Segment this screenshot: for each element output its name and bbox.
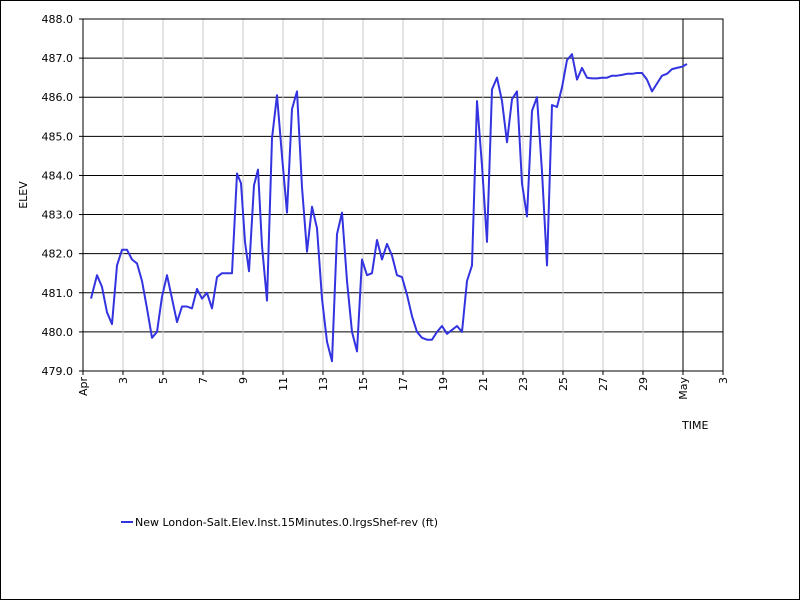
x-tick-label: 7 <box>197 377 210 384</box>
x-tick-label: 25 <box>557 377 570 391</box>
x-tick-label: 15 <box>357 377 370 391</box>
x-tick-label: 23 <box>517 377 530 391</box>
x-tick-label: 29 <box>637 377 650 391</box>
y-tick-label: 488.0 <box>42 13 74 26</box>
y-tick-label: 483.0 <box>42 209 74 222</box>
y-tick-label: 481.0 <box>42 287 74 300</box>
x-tick-label: 17 <box>397 377 410 391</box>
tick-labels: 479.0 480.0 481.0 482.0 483.0 484.0 485.0 486.0… <box>42 13 731 400</box>
series-line <box>90 53 688 363</box>
axes <box>79 18 724 375</box>
y-tick-label: 484.0 <box>42 169 74 182</box>
legend-label: New London-Salt.Elev.Inst.15Minutes.0.lr… <box>135 516 438 529</box>
x-tick-label: 3 <box>117 377 130 384</box>
x-tick-label: May <box>677 377 690 400</box>
y-tick-label: 482.0 <box>42 248 74 261</box>
x-tick-label: 19 <box>437 377 450 391</box>
series-layer <box>90 53 688 363</box>
y-tick-label: 480.0 <box>42 326 74 339</box>
plot-border <box>82 18 724 372</box>
x-tick-label: 13 <box>317 377 330 391</box>
y-axis-label: ELEV <box>17 181 30 209</box>
x-tick-label: 5 <box>157 377 170 384</box>
x-tick-label: 9 <box>237 377 250 384</box>
x-tick-label: 3 <box>717 377 730 384</box>
x-tick-label: 11 <box>277 377 290 391</box>
x-axis-label: TIME <box>681 419 708 432</box>
x-tick-label: Apr <box>77 377 90 397</box>
grid-lines <box>82 18 724 372</box>
x-tick-label: 21 <box>477 377 490 391</box>
y-tick-label: 486.0 <box>42 91 74 104</box>
legend: New London-Salt.Elev.Inst.15Minutes.0.lr… <box>121 516 438 529</box>
y-tick-label: 485.0 <box>42 130 74 143</box>
x-tick-label: 27 <box>597 377 610 391</box>
y-tick-label: 487.0 <box>42 52 74 65</box>
y-tick-label: 479.0 <box>42 365 74 378</box>
